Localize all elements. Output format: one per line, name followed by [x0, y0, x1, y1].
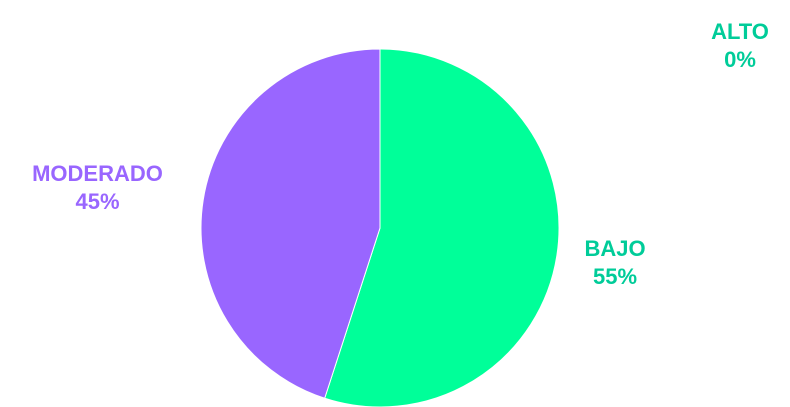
slice-label-moderado-value: 45% [75, 189, 120, 214]
slice-label-bajo-value: 55% [592, 264, 638, 289]
slice-label-moderado: MODERADO 45% [5, 160, 190, 216]
pie-slice-moderado [200, 48, 381, 399]
slice-label-moderado-name: MODERADO [32, 161, 163, 186]
slice-label-alto-value: 0% [724, 47, 756, 72]
slice-label-alto-name: ALTO [711, 19, 769, 44]
pie-slice-bajo [324, 48, 560, 407]
slice-label-alto: ALTO 0% [705, 18, 775, 74]
slice-label-bajo: BAJO 55% [565, 235, 665, 291]
slice-label-bajo-name: BAJO [584, 236, 646, 261]
